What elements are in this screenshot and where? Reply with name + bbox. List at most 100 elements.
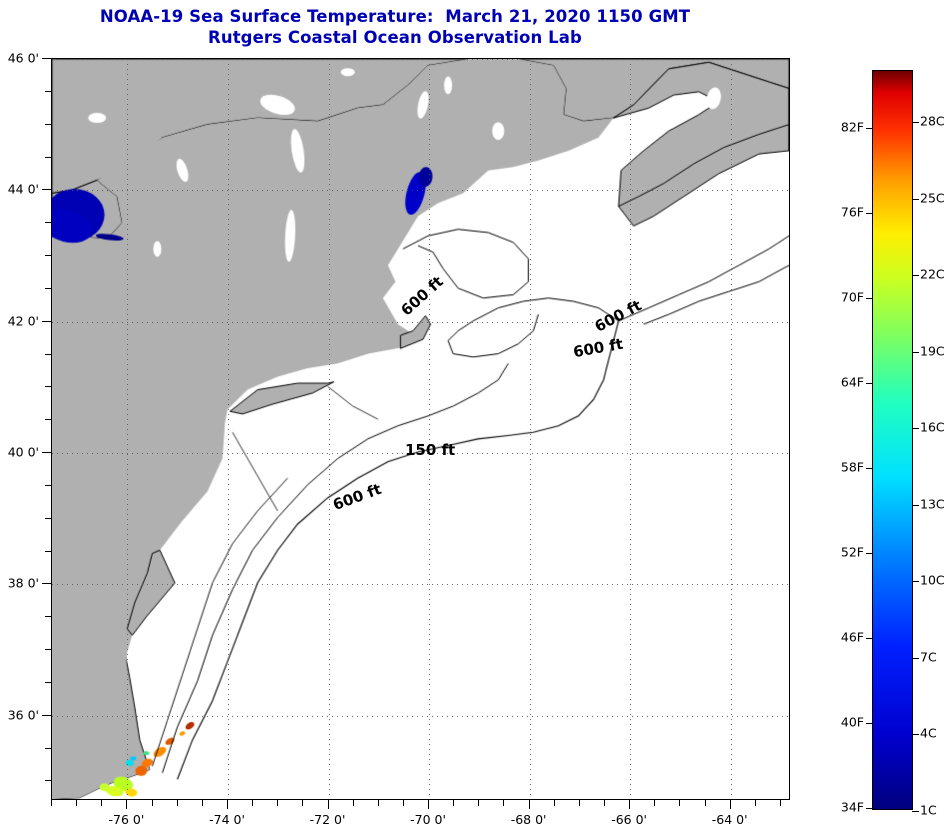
x-axis-label: -76 0' bbox=[108, 812, 145, 827]
x-tick-minor bbox=[503, 800, 505, 806]
colorbar-tick-f bbox=[866, 638, 873, 640]
colorbar-label-fahrenheit: 70F bbox=[840, 289, 864, 305]
colorbar-tick-c bbox=[912, 581, 919, 583]
colorbar-label-fahrenheit: 64F bbox=[840, 374, 864, 390]
x-tick-major bbox=[629, 800, 631, 809]
colorbar-label-fahrenheit: 34F bbox=[840, 799, 864, 815]
y-tick-major bbox=[42, 714, 51, 716]
colorbar-tick-c bbox=[912, 428, 919, 430]
x-axis-label: -70 0' bbox=[410, 812, 446, 827]
y-tick-minor bbox=[45, 484, 51, 486]
y-tick-minor bbox=[45, 386, 51, 388]
colorbar-tick-c bbox=[912, 275, 919, 277]
title-line-1: NOAA-19 Sea Surface Temperature: March 2… bbox=[99, 7, 691, 26]
colorbar-tick-c bbox=[912, 734, 919, 736]
x-tick-minor bbox=[352, 800, 354, 806]
gridline-lon bbox=[328, 59, 330, 799]
colorbar-label-celsius: 10C bbox=[920, 572, 944, 588]
x-tick-minor bbox=[478, 800, 480, 806]
colorbar-tick-f bbox=[866, 808, 873, 810]
colorbar-tick-c bbox=[912, 504, 919, 506]
y-tick-minor bbox=[45, 649, 51, 650]
x-tick-major bbox=[126, 800, 128, 809]
colorbar-label-fahrenheit: 46F bbox=[840, 629, 864, 645]
colorbar-label-fahrenheit: 58F bbox=[840, 459, 864, 475]
gridline-lon bbox=[730, 59, 732, 799]
colorbar-tick-c bbox=[912, 657, 919, 659]
y-axis-label: 40 0' bbox=[7, 444, 39, 460]
y-tick-minor bbox=[45, 419, 51, 421]
x-axis-label: -68 0' bbox=[510, 812, 547, 827]
y-tick-major bbox=[42, 189, 51, 191]
gridline-lat bbox=[52, 584, 789, 586]
x-tick-minor bbox=[604, 800, 605, 806]
colorbar-label-fahrenheit: 82F bbox=[840, 119, 864, 135]
y-tick-minor bbox=[45, 353, 51, 355]
x-tick-minor bbox=[553, 800, 555, 806]
colorbar-label-fahrenheit: 40F bbox=[840, 714, 864, 730]
colorbar-gradient bbox=[873, 71, 912, 809]
y-axis-label: 42 0' bbox=[7, 313, 39, 329]
gridline-lat bbox=[52, 715, 789, 717]
y-tick-minor bbox=[45, 550, 51, 552]
colorbar-tick-f bbox=[866, 723, 873, 725]
y-tick-minor bbox=[45, 681, 51, 683]
x-axis-label: -74 0' bbox=[209, 812, 245, 827]
gridline-lat bbox=[52, 453, 789, 454]
gridline-lon bbox=[228, 59, 229, 799]
gridline-lat bbox=[52, 190, 789, 192]
x-tick-minor bbox=[704, 800, 706, 806]
colorbar-label-celsius: 4C bbox=[920, 725, 937, 741]
y-axis-label: 46 0' bbox=[7, 50, 39, 66]
colorbar-tick-f bbox=[866, 467, 873, 469]
colorbar-label-celsius: 22C bbox=[920, 266, 944, 282]
colorbar-tick-f bbox=[866, 297, 873, 299]
x-tick-minor bbox=[176, 800, 178, 806]
colorbar-label-celsius: 19C bbox=[920, 343, 944, 359]
x-tick-minor bbox=[76, 800, 78, 806]
page-title: NOAA-19 Sea Surface Temperature: March 2… bbox=[0, 6, 790, 48]
y-tick-minor bbox=[45, 287, 51, 289]
colorbar-tick-c bbox=[912, 811, 919, 812]
y-tick-minor bbox=[45, 255, 51, 256]
y-tick-minor bbox=[45, 222, 51, 224]
y-axis-label: 38 0' bbox=[7, 575, 39, 591]
colorbar-tick-c bbox=[912, 198, 919, 200]
y-tick-minor bbox=[45, 156, 51, 158]
gridline-lat bbox=[52, 321, 789, 323]
x-tick-minor bbox=[654, 800, 656, 806]
gridline-lon bbox=[429, 59, 430, 799]
x-tick-minor bbox=[377, 800, 379, 806]
x-tick-minor bbox=[51, 800, 52, 806]
map-plot-area[interactable]: 600 ft 600 ft 600 ft 150 ft 600 ft bbox=[51, 58, 790, 800]
x-tick-minor bbox=[201, 800, 203, 806]
x-tick-minor bbox=[453, 800, 455, 806]
colorbar-label-celsius: 16C bbox=[920, 419, 944, 435]
x-tick-minor bbox=[679, 800, 681, 806]
gridline-lon bbox=[127, 59, 129, 799]
y-axis-label: 44 0' bbox=[7, 181, 39, 197]
temperature-colorbar[interactable] bbox=[866, 70, 919, 812]
y-tick-minor bbox=[45, 123, 51, 125]
colorbar-label-fahrenheit: 76F bbox=[840, 204, 864, 220]
gridline-lon bbox=[630, 59, 632, 799]
x-tick-major bbox=[227, 800, 228, 809]
x-tick-major bbox=[428, 800, 429, 809]
y-axis-label: 36 0' bbox=[7, 707, 39, 723]
colorbar-label-celsius: 28C bbox=[920, 113, 944, 129]
x-tick-minor bbox=[754, 800, 756, 806]
contour-label: 150 ft bbox=[405, 441, 456, 459]
colorbar-tick-f bbox=[866, 212, 873, 214]
colorbar-tick-f bbox=[866, 552, 873, 554]
x-tick-minor bbox=[402, 800, 404, 806]
y-tick-major bbox=[42, 452, 51, 453]
y-tick-minor bbox=[45, 780, 51, 782]
colorbar-tick-f bbox=[866, 382, 873, 384]
x-axis-label: -64 0' bbox=[711, 812, 748, 827]
sst-map-canvas bbox=[52, 59, 789, 799]
x-tick-minor bbox=[151, 800, 153, 806]
x-tick-minor bbox=[101, 800, 103, 806]
x-tick-major bbox=[327, 800, 329, 809]
y-tick-minor bbox=[45, 517, 51, 519]
